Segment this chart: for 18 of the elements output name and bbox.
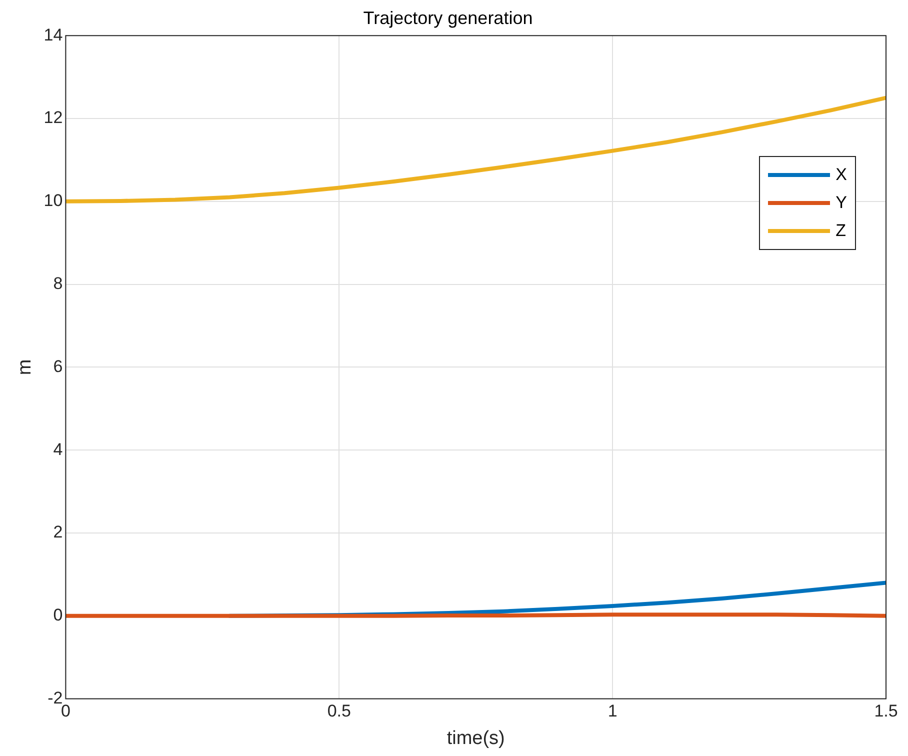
y-tick-label: 12 — [44, 108, 63, 128]
y-tick-label: 6 — [53, 356, 63, 376]
x-tick-label: 1 — [608, 702, 618, 721]
y-tick-label: 8 — [53, 274, 63, 293]
y-tick-label: -2 — [48, 688, 63, 708]
x-tick-label: 0.5 — [327, 702, 351, 721]
chart-title: Trajectory generation — [363, 8, 533, 28]
y-tick-label: 2 — [53, 522, 63, 542]
legend-label: Y — [834, 192, 847, 214]
y-tick-label: 4 — [53, 440, 63, 459]
y-tick-label: 14 — [44, 25, 63, 44]
x-axis-title: time(s) — [446, 728, 505, 749]
legend-label: X — [834, 164, 847, 186]
legend-label: Z — [834, 220, 847, 242]
y-tick-label: 10 — [44, 191, 63, 210]
x-tick-label: 1.5 — [874, 702, 898, 721]
y-axis-title: m — [14, 359, 36, 376]
y-tick-label: 0 — [53, 606, 63, 625]
